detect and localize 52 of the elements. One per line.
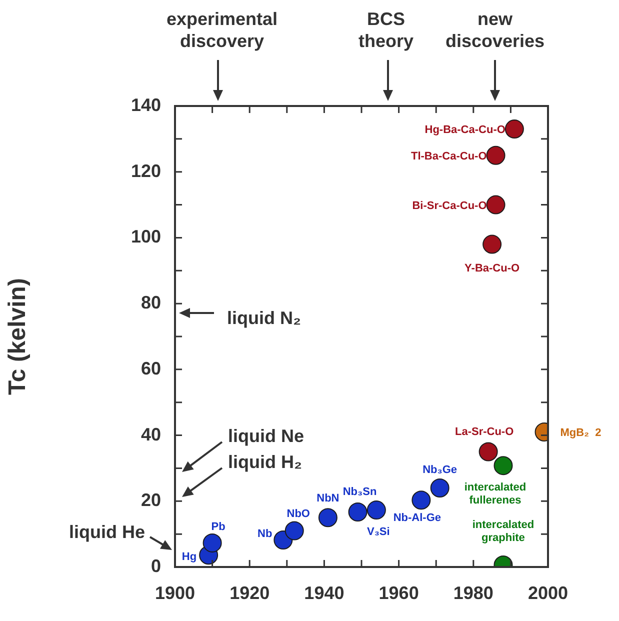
y-tick-label: 80 xyxy=(140,292,161,313)
annotation: NbN xyxy=(316,492,340,505)
annotation: Nb₃Ge xyxy=(422,464,458,476)
text: new discoveries xyxy=(446,8,545,52)
point xyxy=(348,502,368,522)
x-tick-label: 1940 xyxy=(304,582,344,603)
point xyxy=(202,533,222,552)
point xyxy=(494,456,513,476)
y-tick-label: 40 xyxy=(140,424,161,444)
text: experimental discovery xyxy=(166,8,278,52)
point xyxy=(318,508,338,528)
point xyxy=(284,521,304,540)
point xyxy=(478,442,498,462)
annotation: intercalated graphite xyxy=(472,519,534,544)
point xyxy=(504,120,524,139)
annotation: Tl-Ba-Ca-Cu-O xyxy=(411,150,488,162)
point xyxy=(482,234,502,254)
annotation: liquid Ne xyxy=(228,425,304,447)
annotation: Bi-Sr-Ca-Cu-O xyxy=(412,200,488,212)
annotation: Y-Ba-Cu-O xyxy=(464,262,520,274)
y-tick-label: 60 xyxy=(140,358,161,378)
x-tick-label: 1960 xyxy=(378,582,419,603)
annotation: V₃Si xyxy=(367,526,390,538)
x-tick-label: 1980 xyxy=(453,582,494,603)
annotation: Hg-Ba-Ca-Cu-O xyxy=(424,124,506,136)
annotation: La-Sr-Cu-O xyxy=(454,426,514,438)
point xyxy=(366,500,386,520)
annotation: Nb-Al-Ge xyxy=(393,512,442,524)
annotation: liquid H₂ xyxy=(228,451,302,473)
y-tick-label: 20 xyxy=(140,490,161,510)
annotation: MgB₂ 2 xyxy=(560,427,602,440)
y-tick-label: 140 xyxy=(130,94,161,115)
annotation: Hg xyxy=(182,551,197,564)
y-tick-label: 100 xyxy=(130,226,161,247)
y-tick-label: 120 xyxy=(130,160,161,181)
point xyxy=(412,490,431,510)
text: BCS theory xyxy=(358,8,414,52)
annotation: intercalated fullerenes xyxy=(464,482,526,507)
x-tick-label: 1900 xyxy=(154,582,196,603)
point xyxy=(430,478,450,498)
x-tick-label: 1920 xyxy=(230,582,270,603)
point xyxy=(486,146,506,165)
annotation: liquid N₂ xyxy=(227,307,301,329)
annotation: Nb xyxy=(258,528,272,540)
annotation: NbO xyxy=(286,508,310,520)
annotation: Nb₃Sn xyxy=(342,486,377,498)
point xyxy=(486,195,506,214)
annotation: Pb xyxy=(211,520,226,533)
y-tick-label: 0 xyxy=(150,556,161,576)
x-tick-label: 2000 xyxy=(528,582,568,603)
text: liquid He xyxy=(69,521,145,543)
y-axis-title: Tc (kelvin) xyxy=(4,278,32,395)
